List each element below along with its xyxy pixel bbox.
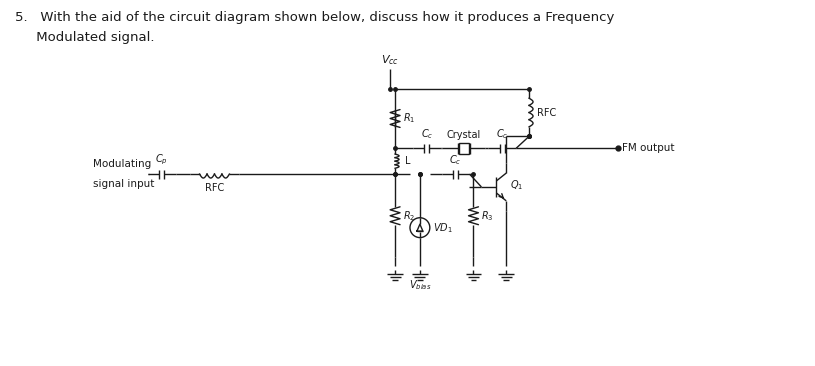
Text: $C_p$: $C_p$ xyxy=(156,153,168,167)
Text: Crystal: Crystal xyxy=(447,130,481,140)
Text: 5.   With the aid of the circuit diagram shown below, discuss how it produces a : 5. With the aid of the circuit diagram s… xyxy=(15,11,615,24)
Text: Modulated signal.: Modulated signal. xyxy=(15,31,155,44)
Text: FM output: FM output xyxy=(623,143,675,153)
Text: $C_c$: $C_c$ xyxy=(421,127,433,141)
Text: $R_2$: $R_2$ xyxy=(403,209,416,223)
Text: $Q_1$: $Q_1$ xyxy=(510,178,523,192)
Text: RFC: RFC xyxy=(205,183,224,193)
Text: $R_1$: $R_1$ xyxy=(403,112,416,126)
Text: RFC: RFC xyxy=(537,108,557,117)
Text: signal input: signal input xyxy=(94,179,155,189)
Text: L: L xyxy=(405,156,411,166)
Text: Modulating: Modulating xyxy=(94,159,152,169)
Text: $R_3$: $R_3$ xyxy=(482,209,494,223)
Text: $VD_1$: $VD_1$ xyxy=(433,221,452,235)
Text: $C_c$: $C_c$ xyxy=(496,127,509,141)
Text: $V_{cc}$: $V_{cc}$ xyxy=(381,53,399,67)
Text: $V_{bias}$: $V_{bias}$ xyxy=(408,278,431,292)
Bar xyxy=(459,143,469,154)
Text: $C_c$: $C_c$ xyxy=(449,153,462,167)
